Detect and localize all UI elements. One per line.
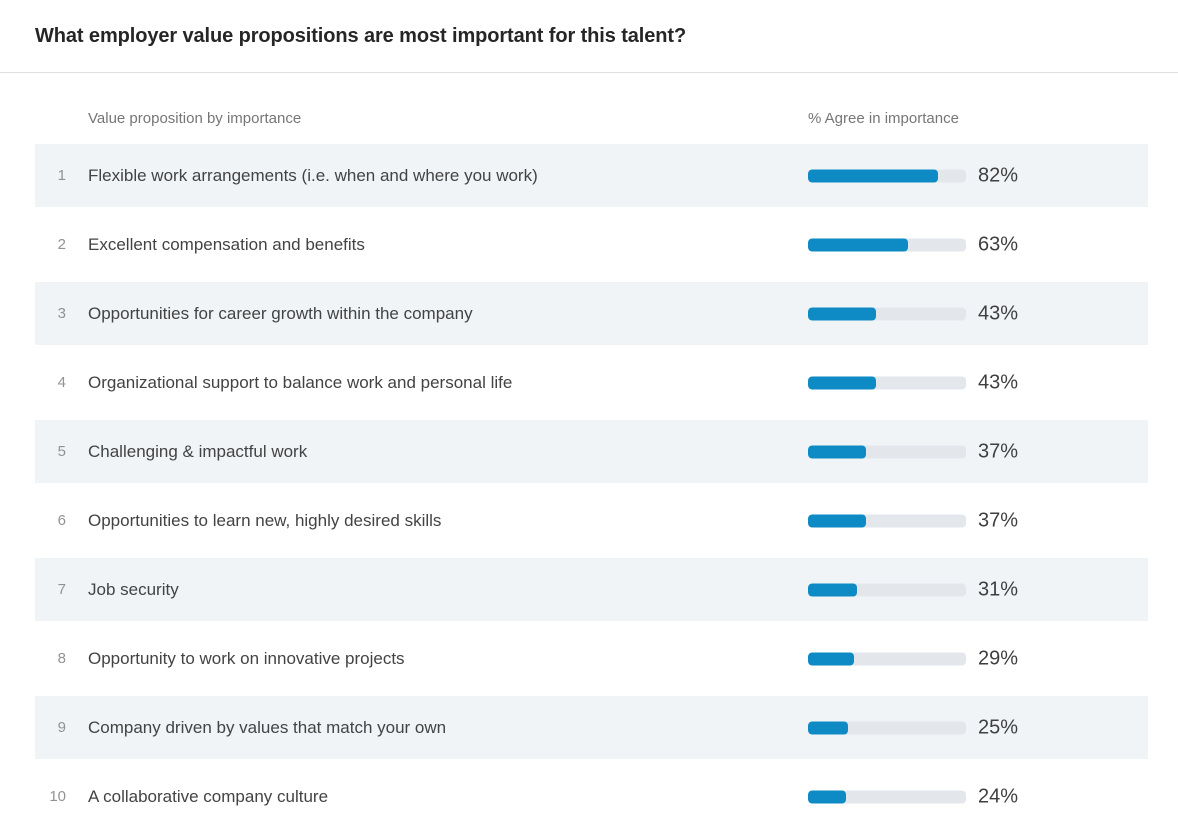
value-proposition-label: Flexible work arrangements (i.e. when an… [88,165,538,185]
rank-label: 5 [57,443,66,460]
percent-value: 29% [978,647,1019,669]
percent-value: 37% [978,440,1019,462]
bar-track [808,238,966,251]
value-proposition-label: A collaborative company culture [88,786,329,806]
bar-fill [808,790,846,803]
bar-track [808,307,966,320]
table-row: 10 A collaborative company culture 24% [35,765,1148,828]
bar-track [808,514,966,527]
value-proposition-label: Job security [88,579,179,599]
rank-label: 7 [57,581,66,598]
value-proposition-label: Opportunities to learn new, highly desir… [88,510,442,530]
value-proposition-label: Opportunity to work on innovative projec… [88,648,405,668]
value-proposition-label: Company driven by values that match your… [88,717,447,737]
value-proposition-label: Organizational support to balance work a… [88,372,513,392]
table-row: 8 Opportunity to work on innovative proj… [35,627,1148,690]
percent-value: 43% [978,302,1019,324]
table-row: 9 Company driven by values that match yo… [35,696,1148,759]
value-proposition-label: Opportunities for career growth within t… [88,303,473,323]
table-row: 4 Organizational support to balance work… [35,351,1148,414]
bar-track [808,169,966,182]
bar-track [808,445,966,458]
table-row: 3 Opportunities for career growth within… [35,282,1148,345]
bar-track [808,376,966,389]
column-header-percent-agree: % Agree in importance [808,110,959,127]
bar-fill [808,445,867,458]
percent-value: 63% [978,233,1019,255]
title-bar: What employer value propositions are mos… [0,0,1178,73]
bar-fill [808,238,908,251]
ranked-bar-list: 1 Flexible work arrangements (i.e. when … [35,144,1148,828]
bar-fill [808,721,848,734]
rank-label: 1 [57,167,66,184]
percent-value: 82% [978,164,1019,186]
bar-fill [808,307,876,320]
rank-label: 6 [57,512,66,529]
bar-track [808,652,966,665]
bar-fill [808,376,876,389]
bar-track [808,721,966,734]
bar-fill [808,583,857,596]
bar-track [808,790,966,803]
rank-label: 8 [57,650,66,667]
bar-track [808,583,966,596]
percent-value: 25% [978,716,1019,738]
column-header-value-proposition: Value proposition by importance [88,110,302,127]
bar-fill [808,514,867,527]
bar-fill [808,169,938,182]
rank-label: 2 [57,236,66,253]
rank-label: 3 [57,305,66,322]
rank-label: 10 [49,788,66,805]
table-row: 6 Opportunities to learn new, highly des… [35,489,1148,552]
rank-label: 4 [57,374,66,391]
percent-value: 43% [978,371,1019,393]
table-row: 1 Flexible work arrangements (i.e. when … [35,144,1148,207]
table-row: 7 Job security 31% [35,558,1148,621]
value-proposition-label: Challenging & impactful work [88,441,308,461]
table-row: 5 Challenging & impactful work 37% [35,420,1148,483]
bar-fill [808,652,854,665]
column-headers: Value proposition by importance % Agree … [0,73,1178,144]
page-title: What employer value propositions are mos… [35,25,687,47]
percent-value: 31% [978,578,1019,600]
percent-value: 37% [978,509,1019,531]
percent-value: 24% [978,785,1019,807]
value-proposition-label: Excellent compensation and benefits [88,234,365,254]
rank-label: 9 [57,719,66,736]
table-row: 2 Excellent compensation and benefits 63… [35,213,1148,276]
